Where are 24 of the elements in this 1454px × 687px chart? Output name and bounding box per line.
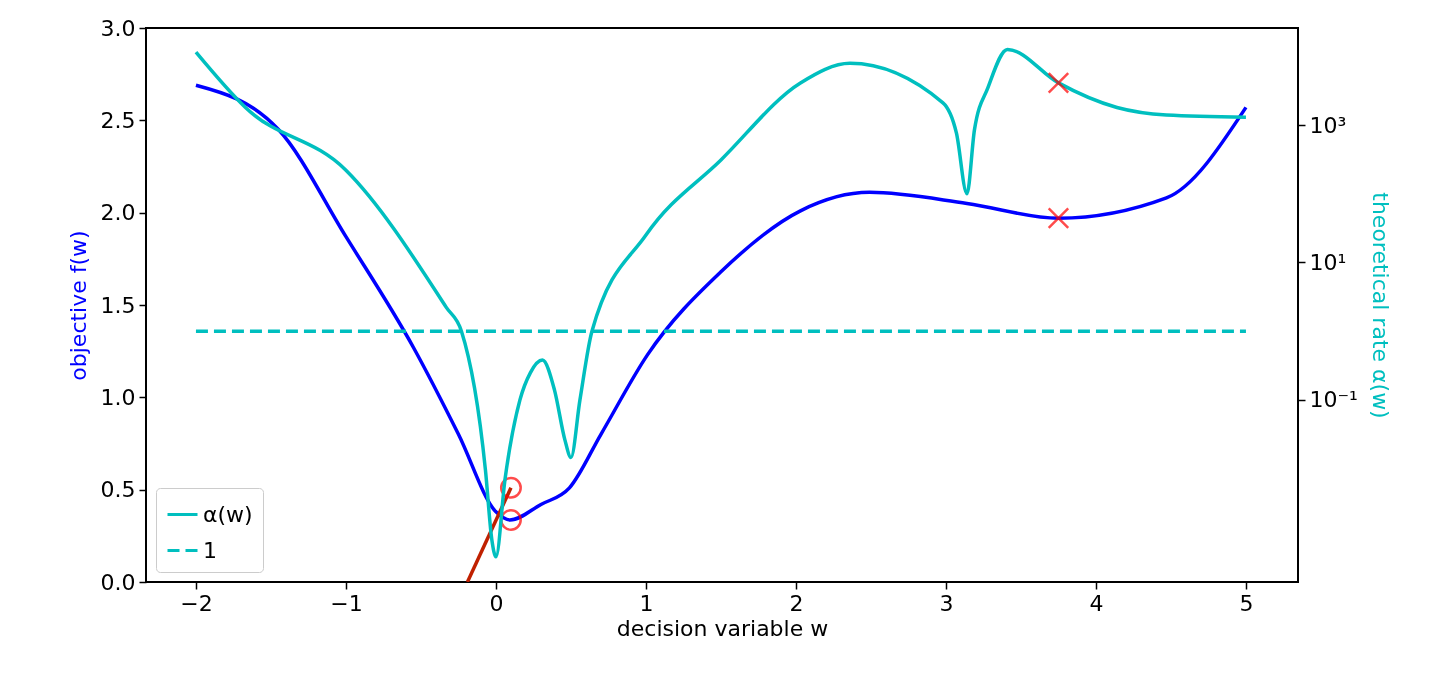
y-tick-label: 0.0: [100, 569, 136, 595]
x-tick-label: 5: [1239, 590, 1254, 616]
y2-tick-label: 10¹: [1309, 249, 1347, 275]
legend-label: α(w): [203, 501, 253, 527]
y-tick-label: 3.0: [100, 15, 136, 41]
y-tick-label: 0.5: [100, 477, 136, 503]
x-tick-label: 4: [1089, 590, 1104, 616]
legend-label: 1: [203, 537, 217, 563]
x-tick-label: 2: [789, 590, 804, 616]
x-tick-label: −1: [330, 590, 363, 616]
x-tick-label: 0: [489, 590, 504, 616]
x-tick-label: 1: [639, 590, 654, 616]
y-axis-title: objective f(w): [65, 230, 91, 381]
x-tick-label: −2: [180, 590, 213, 616]
point: [1047, 207, 1070, 230]
y2-tick-label: 10³: [1309, 112, 1347, 138]
x-tick-label: 3: [939, 590, 954, 616]
y2-axis-title: theoretical rate α(w): [1367, 192, 1393, 419]
y-tick-label: 1.5: [100, 292, 136, 318]
x-axis-title: decision variable w: [616, 615, 829, 641]
y-tick-label: 2.5: [100, 107, 136, 133]
y-tick-label: 2.0: [100, 200, 136, 226]
y-tick-label: 1.0: [100, 384, 136, 410]
y2-tick-label: 10⁻¹: [1309, 387, 1358, 413]
